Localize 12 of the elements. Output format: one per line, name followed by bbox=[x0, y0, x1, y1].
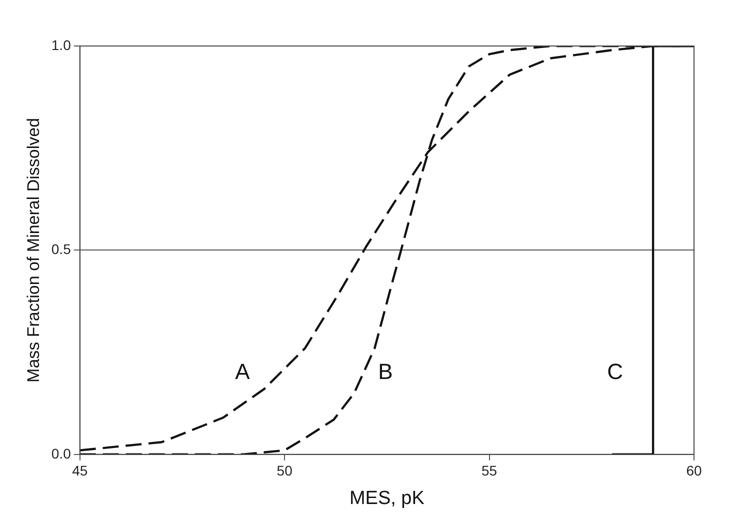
x-tick-label: 60 bbox=[686, 462, 702, 479]
y-tick-label: 0.0 bbox=[51, 445, 72, 462]
series-label: A bbox=[235, 358, 250, 384]
y-tick-label: 1.0 bbox=[51, 36, 72, 53]
x-axis-title: MES, pK bbox=[349, 488, 425, 509]
y-tick-label: 0.5 bbox=[51, 241, 72, 258]
x-tick-label: 55 bbox=[482, 462, 498, 479]
x-tick-label: 45 bbox=[72, 462, 88, 479]
series-label: B bbox=[378, 358, 393, 384]
x-tick-label: 50 bbox=[276, 462, 293, 479]
y-axis-title: Mass Fraction of Mineral Dissolved bbox=[24, 118, 43, 382]
series-label: C bbox=[607, 358, 624, 384]
